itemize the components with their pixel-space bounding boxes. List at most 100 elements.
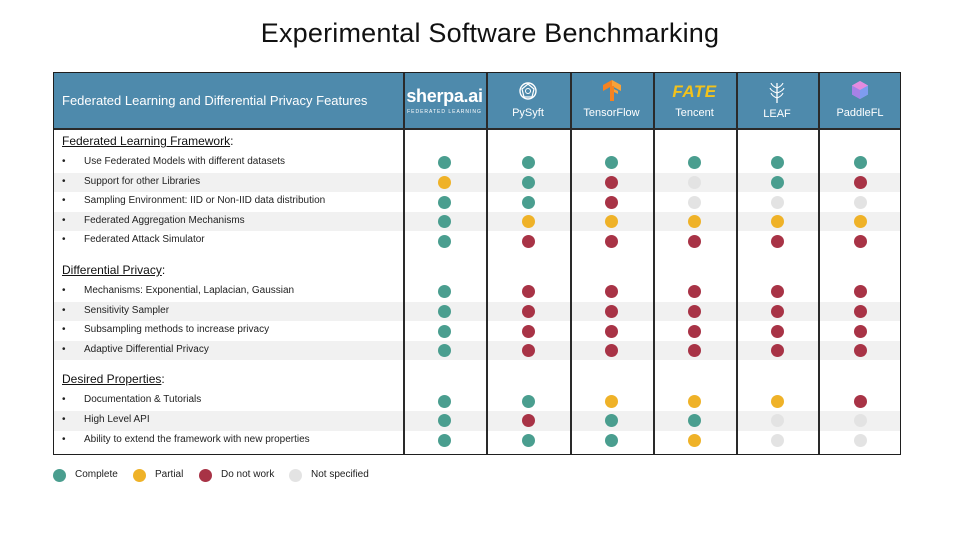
table-row-label: • Use Federated Models with different dat…	[62, 156, 285, 167]
status-dot-partial	[770, 215, 784, 229]
sherpa-logo-subtitle: FEDERATED LEARNING	[407, 109, 482, 115]
row-label-text: Ability to extend the framework with new…	[84, 433, 310, 445]
bullet-icon: •	[62, 285, 66, 296]
column-name-leaf: LEAF	[763, 108, 791, 120]
bullet-icon: •	[62, 234, 66, 246]
status-dot-not-work	[605, 324, 618, 338]
row-label-text: Federated Aggregation Mechanisms	[84, 214, 245, 226]
status-dot-not-work	[605, 175, 618, 189]
status-dot-complete	[688, 414, 701, 428]
status-dot-not-work	[521, 304, 535, 318]
status-dot-complete	[438, 215, 451, 229]
status-dot-not-work	[853, 304, 867, 318]
status-dot-complete	[521, 175, 535, 189]
column-divider	[818, 73, 820, 454]
status-dot-partial	[853, 215, 867, 229]
status-dot-not-work	[770, 304, 784, 318]
status-dot-complete	[438, 195, 451, 209]
status-dot-not-specified	[770, 433, 784, 447]
table-header: Federated Learning and Differential Priv…	[54, 73, 900, 128]
status-dot-complete	[438, 394, 451, 408]
section-title: Desired Properties:	[62, 372, 165, 387]
status-dot-complete	[521, 156, 535, 170]
status-dot-complete	[688, 156, 701, 170]
status-dot-complete	[770, 156, 784, 170]
status-dot-not-work	[688, 344, 701, 358]
row-label-text: High Level API	[84, 414, 150, 425]
status-dot-partial	[521, 215, 535, 229]
section-title-text: Differential Privacy	[62, 263, 162, 277]
section-title: Federated Learning Framework:	[62, 134, 234, 148]
status-dot-not-work	[605, 285, 618, 299]
status-dot-complete	[605, 156, 618, 170]
status-dot-partial	[605, 215, 618, 229]
status-dot-not-work	[605, 344, 618, 358]
column-header-pysyft: PySyft	[486, 73, 570, 128]
status-dot-complete	[521, 195, 535, 209]
status-dot-complete	[605, 414, 618, 428]
status-dot-not-work	[688, 234, 701, 248]
status-dot-complete	[438, 285, 451, 299]
status-dot-not-specified	[853, 433, 867, 447]
row-label-text: Documentation & Tutorials	[84, 394, 202, 406]
status-dot-not-specified	[853, 195, 867, 209]
table-row-label: • Subsampling methods to increase privacy	[62, 324, 269, 335]
bullet-icon: •	[62, 414, 66, 425]
bullet-icon: •	[62, 156, 66, 167]
row-label-text: Sensitivity Sampler	[84, 304, 170, 316]
status-dot-complete	[438, 414, 451, 428]
legend-label: Complete	[75, 469, 118, 480]
column-header-leaf: LEAF	[736, 73, 818, 128]
status-dot-not-work	[853, 344, 867, 358]
legend-dot	[53, 469, 66, 482]
column-name-paddlefl: PaddleFL	[836, 107, 884, 119]
status-dot-partial	[438, 175, 451, 189]
status-dot-not-work	[853, 394, 867, 408]
table-row-label: • Federated Aggregation Mechanisms	[62, 215, 245, 226]
row-label-text: Sampling Environment: IID or Non-IID dat…	[84, 195, 326, 207]
status-dot-not-specified	[853, 414, 867, 428]
status-dot-complete	[438, 304, 451, 318]
column-header-paddlefl: PaddleFL	[818, 73, 902, 128]
legend-dot	[199, 469, 212, 482]
bullet-icon: •	[62, 343, 66, 355]
sherpa-logo: sherpa.ai	[406, 86, 483, 106]
status-dot-not-work	[605, 234, 618, 248]
table-row-label: • High Level API	[62, 414, 150, 425]
status-dot-not-work	[521, 414, 535, 428]
status-dot-not-specified	[770, 414, 784, 428]
status-dot-complete	[438, 234, 451, 248]
column-divider	[486, 73, 488, 454]
status-dot-not-work	[521, 324, 535, 338]
status-dot-complete	[853, 156, 867, 170]
leaf-logo-icon	[769, 82, 785, 103]
column-name-pysyft: PySyft	[512, 107, 544, 119]
section-title-text: Federated Learning Framework	[62, 134, 231, 148]
section-title: Differential Privacy:	[62, 263, 166, 277]
row-label-text: Subsampling methods to increase privacy	[84, 324, 270, 336]
status-dot-not-work	[521, 285, 535, 299]
column-header-sherpa: sherpa.ai FEDERATED LEARNING	[403, 73, 486, 128]
fate-logo: FATE	[672, 82, 717, 101]
status-dot-partial	[770, 394, 784, 408]
status-dot-complete	[770, 175, 784, 189]
bullet-icon: •	[62, 324, 66, 336]
status-dot-complete	[438, 324, 451, 338]
status-dot-not-work	[770, 344, 784, 358]
bullet-icon: •	[62, 394, 66, 406]
status-dot-not-work	[521, 344, 535, 358]
column-header-tencent: FATE Tencent	[653, 73, 736, 128]
status-dot-not-specified	[688, 175, 701, 189]
tensorflow-logo-icon	[602, 80, 621, 101]
header-divider	[54, 128, 900, 130]
status-dot-complete	[521, 433, 535, 447]
status-dot-partial	[688, 433, 701, 447]
table-row-label: • Documentation & Tutorials	[62, 394, 201, 405]
bullet-icon: •	[62, 195, 66, 207]
status-dot-not-work	[605, 195, 618, 209]
table-row-label: • Sensitivity Sampler	[62, 305, 169, 316]
table-row-label: • Adaptive Differential Privacy	[62, 344, 209, 355]
column-name-tensorflow: TensorFlow	[583, 107, 640, 119]
paddlefl-logo-icon	[852, 81, 868, 99]
column-divider	[570, 73, 572, 454]
